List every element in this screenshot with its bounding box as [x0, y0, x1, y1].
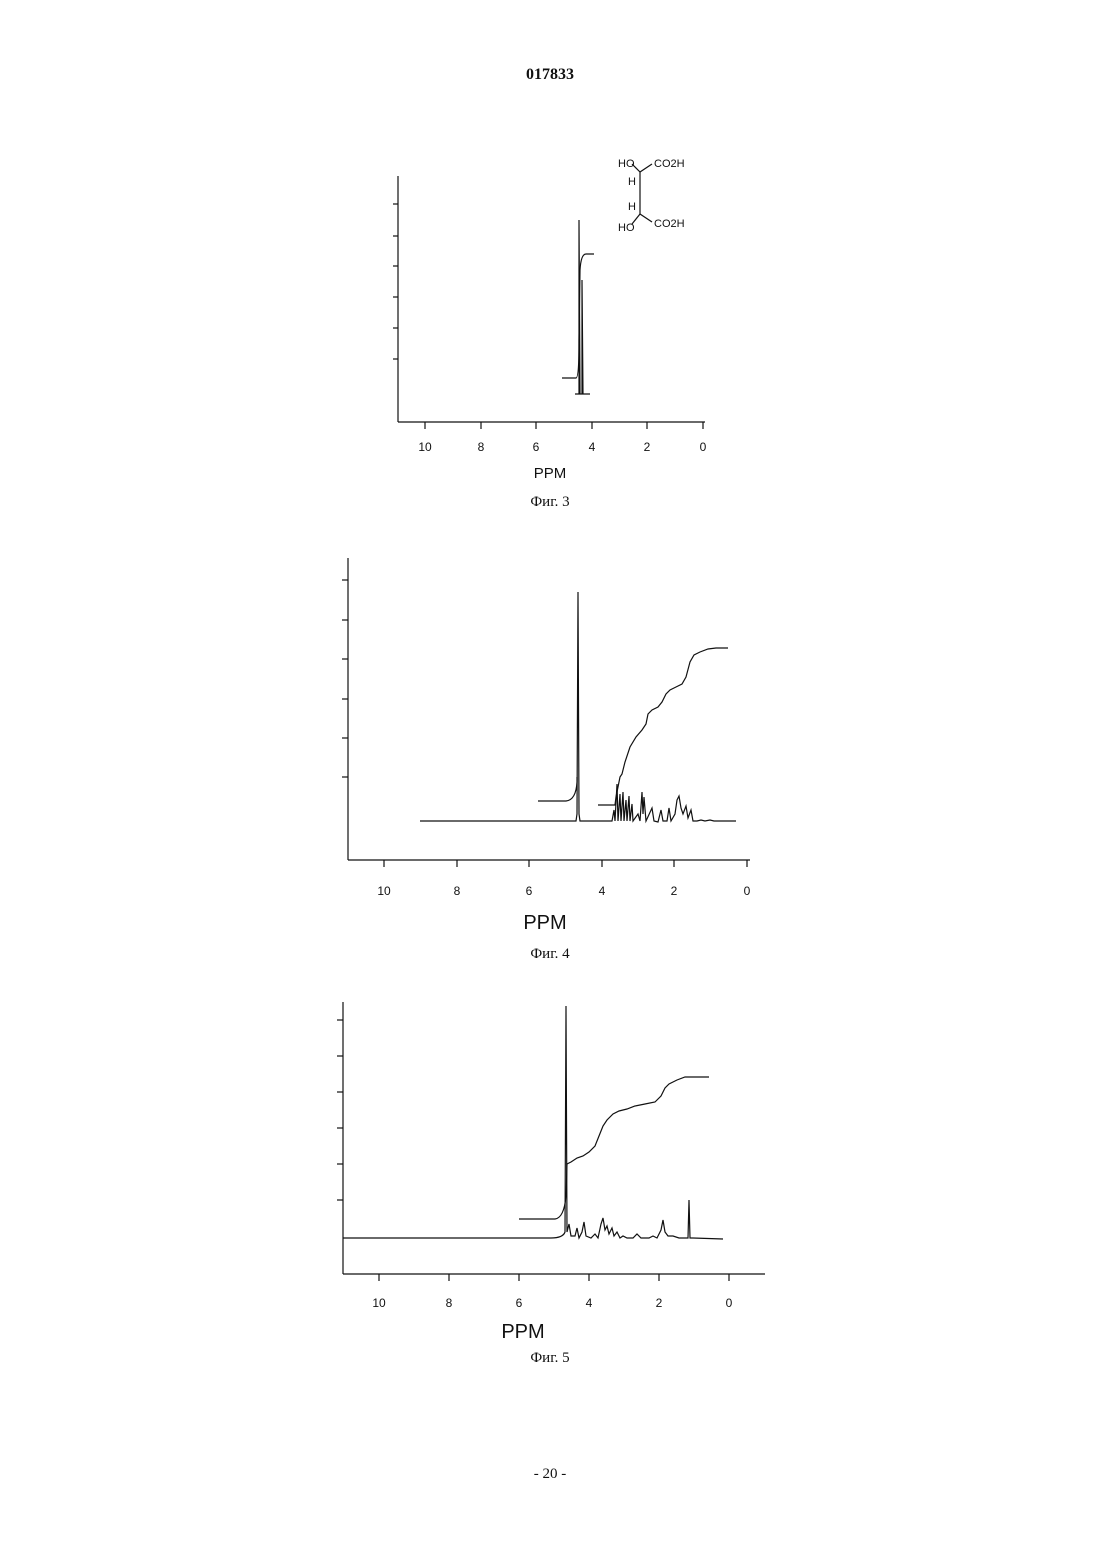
x-axis-label: PPM	[534, 465, 567, 482]
x-tick-label: 4	[589, 440, 596, 454]
spectrum-trace	[575, 220, 590, 394]
figure-4-spectrum: 10 8 6 4 2 0 PPM	[320, 552, 770, 942]
y-ticks	[342, 580, 348, 777]
x-tick-label: 2	[656, 1296, 663, 1310]
x-tick-label: 0	[700, 440, 707, 454]
svg-text:CO2H: CO2H	[654, 218, 685, 230]
figure-5-spectrum: 10 8 6 4 2 0 PPM	[315, 996, 775, 1341]
figure-4: 10 8 6 4 2 0 PPM	[320, 552, 770, 942]
x-tick-label: 0	[726, 1296, 733, 1310]
y-ticks	[393, 204, 398, 359]
figure-3-caption: Фиг. 3	[0, 494, 1100, 511]
x-tick-label: 10	[377, 884, 391, 898]
x-tick-label: 10	[418, 440, 432, 454]
figure-5: 10 8 6 4 2 0 PPM	[315, 996, 775, 1341]
integral-trace-left	[538, 777, 577, 801]
figure-3-spectrum: 10 8 6 4 2 0 PPM HO CO2H H H HO CO2H	[370, 140, 730, 480]
x-ticks	[379, 1274, 729, 1281]
x-tick-label: 6	[526, 884, 533, 898]
x-tick-label: 8	[446, 1296, 453, 1310]
svg-text:H: H	[628, 176, 636, 188]
x-tick-label: 8	[454, 884, 461, 898]
svg-text:CO2H: CO2H	[654, 158, 685, 170]
x-tick-label: 6	[516, 1296, 523, 1310]
x-tick-label: 2	[671, 884, 678, 898]
x-axis-label: PPM	[501, 1321, 544, 1343]
spectrum-trace	[420, 592, 736, 822]
x-axis-label: PPM	[523, 912, 566, 934]
integral-trace	[598, 648, 728, 805]
page-number: - 20 -	[0, 1466, 1100, 1483]
svg-text:HO: HO	[618, 222, 635, 234]
integral-trace	[519, 1077, 709, 1219]
svg-text:H: H	[628, 201, 636, 213]
x-ticks	[425, 422, 703, 429]
figure-3: 10 8 6 4 2 0 PPM HO CO2H H H HO CO2H	[370, 140, 730, 480]
x-tick-label: 6	[533, 440, 540, 454]
x-tick-label: 0	[744, 884, 751, 898]
document-number: 017833	[0, 66, 1100, 84]
x-tick-label: 4	[599, 884, 606, 898]
x-tick-label: 8	[478, 440, 485, 454]
spectrum-trace	[343, 1006, 723, 1239]
x-tick-label: 4	[586, 1296, 593, 1310]
x-ticks	[384, 860, 747, 867]
y-ticks	[337, 1020, 343, 1200]
x-tick-label: 2	[644, 440, 651, 454]
figure-5-caption: Фиг. 5	[0, 1350, 1100, 1367]
integral-trace	[562, 254, 594, 378]
x-tick-label: 10	[372, 1296, 386, 1310]
figure-4-caption: Фиг. 4	[0, 946, 1100, 963]
chemical-structure: HO CO2H H H HO CO2H	[618, 158, 685, 234]
